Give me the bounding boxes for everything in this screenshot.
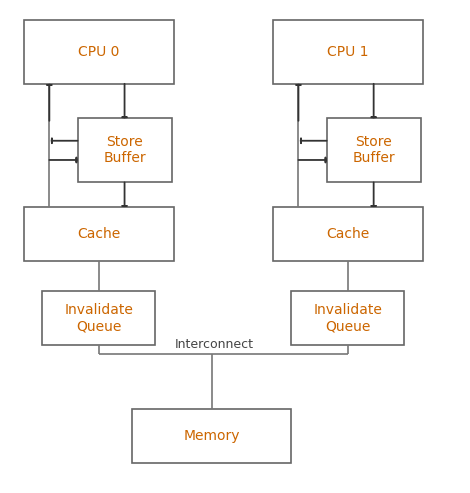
Text: Store
Buffer: Store Buffer bbox=[352, 135, 395, 166]
Bar bbox=[327, 118, 421, 182]
Bar bbox=[132, 409, 291, 463]
Bar bbox=[291, 291, 404, 345]
Text: Interconnect: Interconnect bbox=[174, 338, 253, 351]
Bar bbox=[24, 20, 174, 84]
Bar bbox=[273, 20, 423, 84]
Text: Store
Buffer: Store Buffer bbox=[103, 135, 146, 166]
Text: CPU 0: CPU 0 bbox=[78, 45, 119, 59]
Bar bbox=[78, 118, 172, 182]
Bar bbox=[24, 207, 174, 261]
Text: CPU 1: CPU 1 bbox=[327, 45, 368, 59]
Text: Cache: Cache bbox=[77, 227, 120, 241]
Bar bbox=[42, 291, 155, 345]
Text: Memory: Memory bbox=[183, 429, 240, 443]
Text: Cache: Cache bbox=[326, 227, 369, 241]
Text: Invalidate
Queue: Invalidate Queue bbox=[64, 303, 133, 333]
Text: Invalidate
Queue: Invalidate Queue bbox=[313, 303, 382, 333]
Bar bbox=[273, 207, 423, 261]
